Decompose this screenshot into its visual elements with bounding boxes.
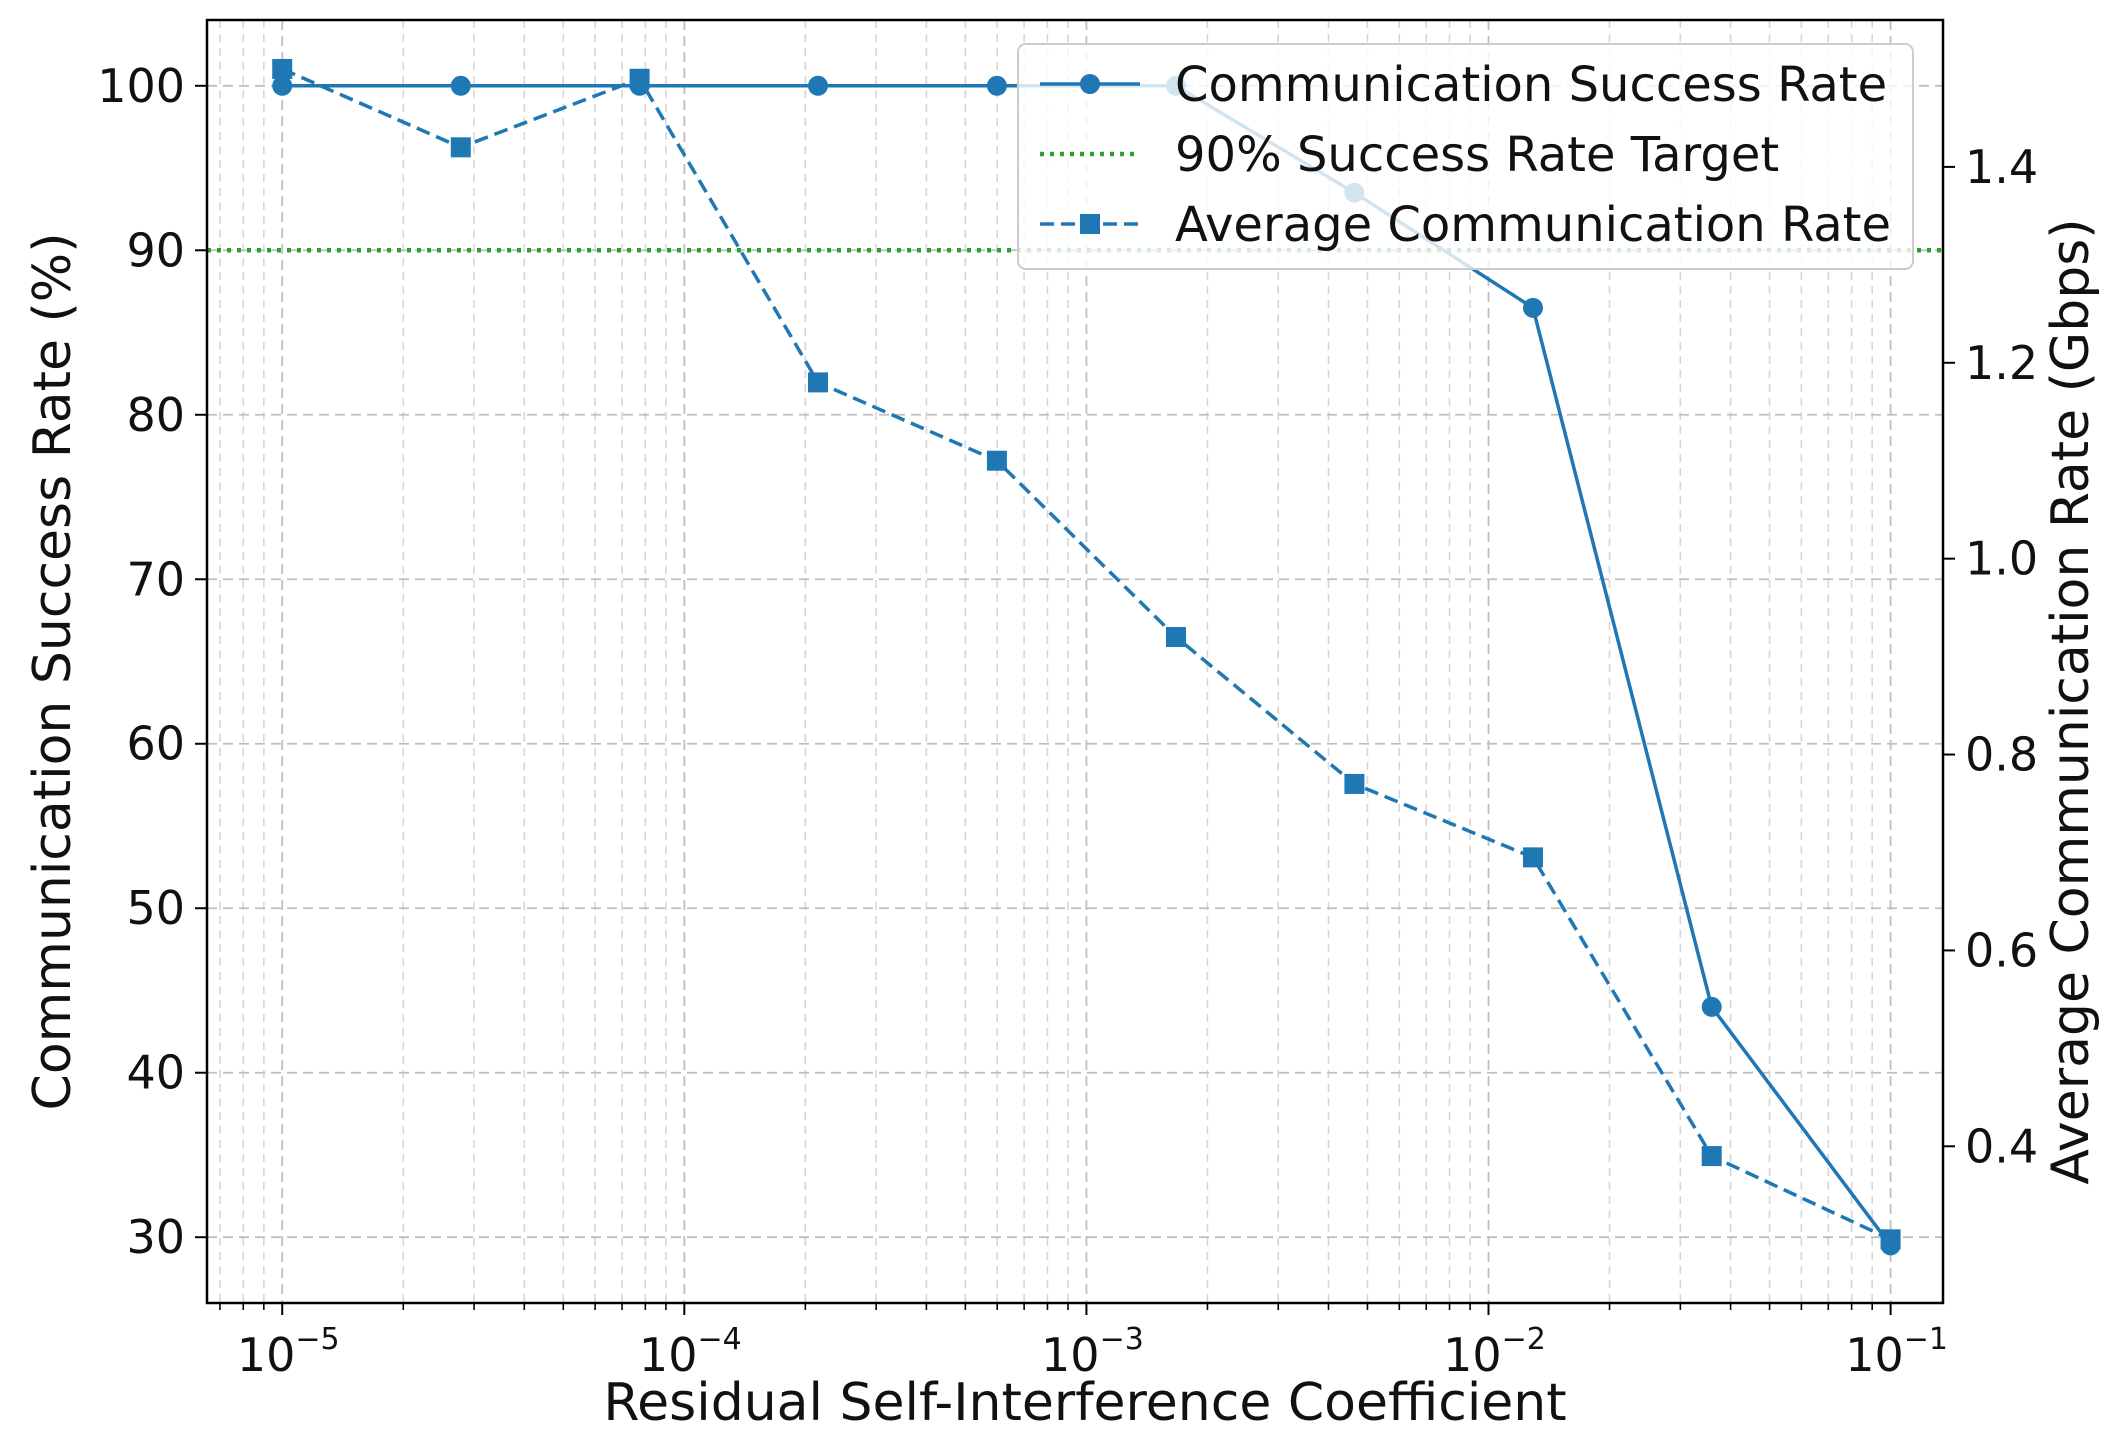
legend-box	[1017, 43, 1914, 270]
y-tick-label: 50	[126, 881, 185, 935]
success-rate-point	[272, 75, 293, 96]
y2-tick-label: 1.0	[1965, 532, 2038, 586]
avg-rate-point	[986, 450, 1007, 471]
legend-marker-avg-rate	[1080, 214, 1100, 234]
x-tick-label: 10−1	[1845, 1322, 1948, 1382]
success-rate-point	[807, 75, 828, 96]
y-tick-label: 70	[126, 552, 185, 606]
y2-tick-label: 1.2	[1965, 336, 2038, 390]
y2-tick-label: 0.8	[1965, 728, 2038, 782]
success-rate-point	[1880, 1235, 1901, 1256]
y-tick-label: 80	[126, 388, 185, 442]
legend-label-success-rate: Communication Success Rate	[1175, 57, 1887, 113]
y-tick-label: 90	[126, 223, 185, 277]
y2-tick-label: 0.6	[1965, 923, 2038, 977]
avg-rate-point	[1344, 773, 1365, 794]
avg-rate-point	[1165, 627, 1186, 648]
success-rate-point	[450, 75, 471, 96]
x-tick-label: 10−2	[1443, 1322, 1546, 1382]
legend-label-target: 90% Success Rate Target	[1175, 127, 1779, 183]
legend-marker-success-rate	[1080, 74, 1100, 94]
x-tick-label: 10−4	[639, 1322, 742, 1382]
y2-tick-label: 0.4	[1965, 1119, 2038, 1173]
y-tick-label: 40	[126, 1046, 185, 1100]
success-rate-point	[986, 75, 1007, 96]
avg-rate-point	[272, 58, 293, 79]
success-rate-point	[1522, 297, 1543, 318]
y-axis-label: Communication Success Rate (%)	[23, 233, 83, 1111]
avg-rate-point	[450, 137, 471, 158]
plot-frame	[205, 18, 1945, 1305]
legend-label-avg-rate: Average Communication Rate	[1175, 197, 1891, 253]
avg-rate-point	[1522, 847, 1543, 868]
y2-axis-label: Average Communication Rate (Gbps)	[2041, 218, 2101, 1184]
x-axis-label: Residual Self-Interference Coefficient	[603, 1373, 1566, 1433]
y-tick-label: 60	[126, 717, 185, 771]
avg-rate-line	[281, 67, 1892, 1241]
y-tick-label: 100	[97, 59, 185, 113]
avg-rate-point	[1701, 1146, 1722, 1167]
success-rate-point	[1701, 996, 1722, 1017]
x-tick-label: 10−3	[1041, 1322, 1144, 1382]
y-tick-label: 30	[126, 1210, 185, 1264]
ticks: 10−5 10−4 10−3 10−2 10−1 30 40 50 60 70 80 90 100 0.4…	[97, 59, 2038, 1382]
y2-tick-label: 1.4	[1965, 140, 2038, 194]
legend: Communication Success Rate 90% Success Ra…	[1017, 43, 1914, 270]
avg-rate-point	[807, 372, 828, 393]
success-rate-point	[629, 75, 650, 96]
x-tick-label: 10−5	[237, 1322, 340, 1382]
